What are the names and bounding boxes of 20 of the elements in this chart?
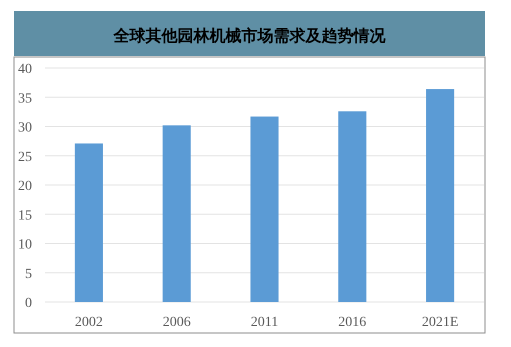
y-tick-label: 25 — [18, 150, 32, 165]
x-tick-label: 2011 — [250, 315, 278, 330]
bar — [74, 143, 103, 302]
bar — [162, 125, 191, 302]
chart-title: 全球其他园林机械市场需求及趋势情况 — [112, 27, 386, 45]
y-tick-label: 15 — [18, 208, 32, 224]
y-tick-label: 40 — [18, 62, 32, 77]
y-tick-label: 20 — [18, 179, 32, 194]
x-tick-label: 2021E — [422, 315, 458, 330]
bar — [426, 89, 454, 302]
x-tick-label: 2002 — [74, 315, 103, 330]
y-tick-label: 35 — [18, 91, 32, 106]
y-tick-label: 0 — [25, 296, 32, 311]
bar — [250, 116, 279, 302]
x-tick-label: 2006 — [162, 315, 191, 330]
y-tick-label: 30 — [18, 120, 32, 136]
y-tick-label: 5 — [25, 266, 32, 282]
x-tick-label: 2016 — [338, 315, 366, 330]
y-tick-label: 10 — [18, 238, 32, 252]
bar — [338, 111, 366, 302]
